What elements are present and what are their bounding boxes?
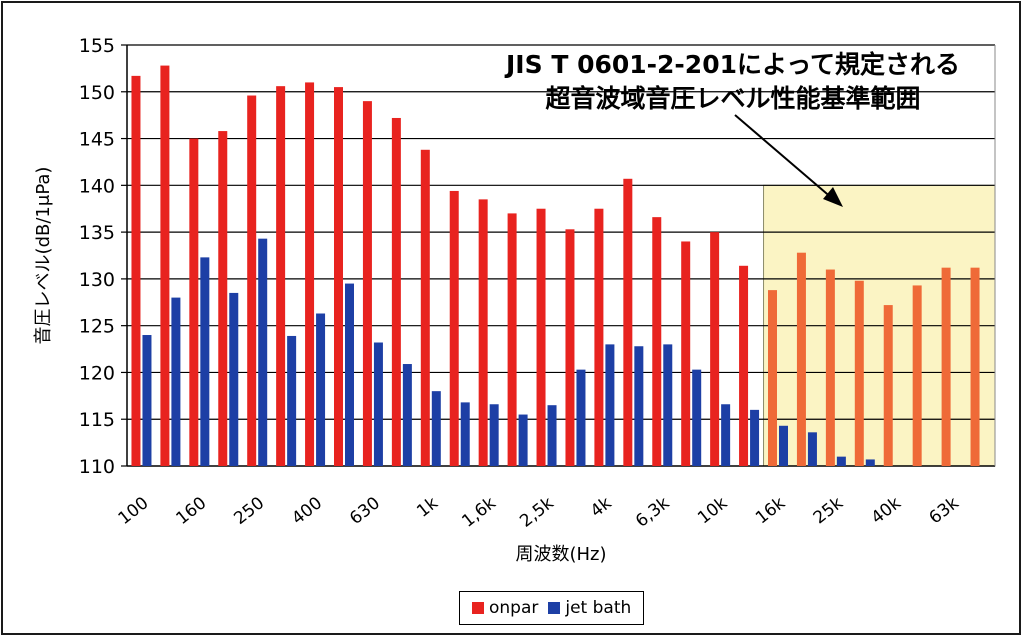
y-tick-label-145: 145 <box>79 129 115 151</box>
bar-onpar-8k <box>681 241 691 466</box>
bar-jet-bath-16k <box>779 425 788 466</box>
x-axis-title: 周波数(Hz) <box>515 544 606 565</box>
bar-jet-bath-800 <box>402 364 412 466</box>
bar-jet-bath-160 <box>200 257 210 466</box>
bar-jet-bath-2k <box>518 414 528 466</box>
x-tick-label-25k: 25k <box>810 493 847 528</box>
y-tick-label-120: 120 <box>79 362 115 384</box>
x-tick-label-400: 400 <box>288 493 326 529</box>
x-tick-label-63k: 63k <box>926 493 963 528</box>
x-tick-label-16k: 16k <box>752 493 789 528</box>
bar-jet-bath-8k <box>692 369 702 466</box>
bar-jet-bath-10k <box>721 404 731 466</box>
bar-onpar-125 <box>160 65 170 467</box>
bar-jet-bath-12.5k <box>750 409 760 466</box>
x-tick-label-1k: 1k <box>413 493 442 522</box>
y-tick-label-130: 130 <box>79 269 115 291</box>
x-tick-label-10k: 10k <box>694 493 731 528</box>
bar-onpar-250 <box>247 95 257 467</box>
bar-jet-bath-400 <box>316 313 326 466</box>
bar-onpar-100 <box>131 75 141 466</box>
y-tick-label-115: 115 <box>79 409 115 431</box>
bar-onpar-1.6k <box>478 199 488 466</box>
bar-onpar-80k <box>970 267 980 466</box>
legend-label-onpar: onpar <box>489 598 539 618</box>
y-tick-label-125: 125 <box>79 316 115 338</box>
x-tick-label-160: 160 <box>173 493 211 529</box>
bar-chart: 110 115 120 125 130 135 140 145 150 155 100 160 250 4… <box>33 35 996 565</box>
x-tick-label-4k: 4k <box>587 493 616 522</box>
bar-onpar-16k <box>768 290 777 466</box>
bar-jet-bath-25k <box>836 456 846 466</box>
bar-onpar-31.5k <box>854 280 864 466</box>
bar-jet-bath-1.25k <box>460 402 470 466</box>
bar-onpar-10k <box>710 232 720 466</box>
bar-onpar-200 <box>218 131 228 466</box>
y-tick-label-150: 150 <box>79 82 115 104</box>
x-tick-label-2,5k: 2,5k <box>516 493 557 532</box>
x-tick-label-40k: 40k <box>868 493 905 528</box>
bar-jet-bath-630 <box>373 342 383 466</box>
y-tick-label-110: 110 <box>79 456 115 478</box>
bar-onpar-2k <box>507 213 517 466</box>
bar-jet-bath-1.6k <box>489 404 499 466</box>
bar-onpar-25k <box>825 269 835 466</box>
bar-onpar-1.25k <box>449 190 459 467</box>
chart-legend: onpar jet bath <box>459 591 645 625</box>
annotation-line-2: 超音波域音圧レベル性能基準範囲 <box>545 84 920 113</box>
annotation-arrow-shaft <box>734 114 834 200</box>
legend-swatch-onpar <box>472 602 484 614</box>
bar-onpar-20k <box>796 252 806 466</box>
bar-jet-bath-1k <box>431 391 441 466</box>
x-tick-label-630: 630 <box>346 493 384 529</box>
bar-onpar-63k <box>941 267 951 466</box>
bar-jet-bath-6.3k <box>663 344 673 466</box>
bar-jet-bath-3.15k <box>576 369 586 466</box>
bar-onpar-2.5k <box>536 208 546 466</box>
y-axis-title: 音圧レベル(dB/1μPa) <box>33 167 54 345</box>
bar-onpar-630 <box>362 101 372 466</box>
x-tick-label-250: 250 <box>230 493 268 529</box>
annotation-arrow-head <box>823 187 843 207</box>
bar-jet-bath-5k <box>634 346 644 466</box>
bar-jet-bath-125 <box>171 297 181 466</box>
bar-jet-bath-100 <box>142 335 152 466</box>
bar-onpar-5k <box>623 178 633 467</box>
bar-onpar-3.15k <box>565 229 575 466</box>
bar-jet-bath-500 <box>345 283 354 466</box>
bar-jet-bath-250 <box>258 238 268 466</box>
y-tick-label-140: 140 <box>79 175 115 197</box>
bar-jet-bath-200 <box>229 292 239 466</box>
bar-onpar-1k <box>420 149 430 466</box>
bar-jet-bath-2.5k <box>547 405 557 466</box>
legend-label-jet-bath: jet bath <box>565 598 632 618</box>
bar-onpar-500 <box>334 87 343 466</box>
bar-onpar-160 <box>189 138 199 467</box>
bar-jet-bath-315 <box>287 335 297 466</box>
legend-swatch-jet-bath <box>548 602 561 614</box>
bar-jet-bath-4k <box>605 344 615 466</box>
legend-item-onpar: onpar <box>472 598 538 618</box>
x-tick-label-100: 100 <box>115 493 153 529</box>
bar-onpar-40k <box>883 305 893 466</box>
legend-item-jet-bath: jet bath <box>548 598 631 618</box>
y-tick-label-135: 135 <box>79 222 115 244</box>
bar-onpar-12.5k <box>739 265 749 466</box>
bar-onpar-315 <box>276 86 286 467</box>
x-tick-label-6,3k: 6,3k <box>632 493 673 532</box>
bar-jet-bath-20k <box>807 432 817 466</box>
bar-onpar-400 <box>305 82 315 466</box>
bar-onpar-800 <box>391 117 401 467</box>
bar-onpar-50k <box>912 285 922 466</box>
bar-onpar-6.3k <box>652 217 662 466</box>
bar-onpar-4k <box>594 208 604 466</box>
bar-jet-bath-31.5k <box>865 459 875 466</box>
x-tick-label-1,6k: 1,6k <box>458 493 499 532</box>
annotation-line-1: JIS T 0601-2-201によって規定される <box>504 50 960 79</box>
y-tick-label-155: 155 <box>79 35 115 57</box>
